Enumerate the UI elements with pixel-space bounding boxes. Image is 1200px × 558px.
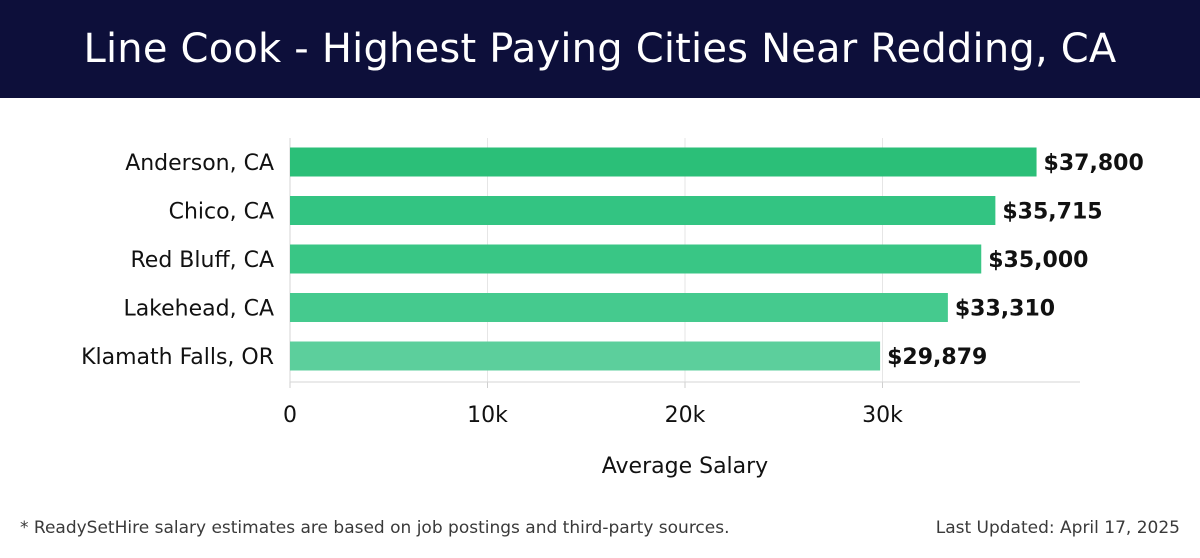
footer-note: * ReadySetHire salary estimates are base… (20, 518, 730, 538)
value-labels: $37,800 $35,715 $35,000 $33,310 $29,879 (887, 151, 1144, 370)
bar (290, 293, 948, 322)
bar (290, 244, 982, 274)
x-tick-label: 10k (467, 403, 508, 428)
value-label: $35,000 (988, 248, 1088, 273)
x-tick-labels: 0 10k 20k 30k (283, 403, 903, 428)
category-label: Klamath Falls, OR (81, 345, 274, 370)
category-label: Anderson, CA (125, 151, 274, 176)
bar (290, 147, 1037, 177)
bars (290, 147, 1037, 371)
x-axis-title: Average Salary (602, 454, 768, 479)
value-label: $37,800 (1044, 151, 1144, 176)
value-label: $29,879 (887, 345, 987, 370)
bar (290, 196, 996, 225)
title-bar: Line Cook - Highest Paying Cities Near R… (0, 0, 1200, 98)
x-tick-label: 0 (283, 403, 297, 428)
value-label: $35,715 (1002, 200, 1102, 225)
x-tick-label: 30k (862, 403, 903, 428)
category-label: Lakehead, CA (123, 297, 274, 322)
category-label: Chico, CA (169, 200, 274, 225)
bar (290, 341, 881, 371)
category-label: Red Bluff, CA (131, 248, 275, 273)
x-tick-label: 20k (665, 403, 706, 428)
chart-title: Line Cook - Highest Paying Cities Near R… (83, 26, 1117, 72)
value-label: $33,310 (955, 297, 1055, 322)
last-updated: Last Updated: April 17, 2025 (935, 518, 1180, 538)
category-labels: Anderson, CA Chico, CA Red Bluff, CA Lakehe… (81, 151, 274, 370)
bar-chart: Anderson, CA Chico, CA Red Bluff, CA Lakehe… (81, 138, 1144, 479)
